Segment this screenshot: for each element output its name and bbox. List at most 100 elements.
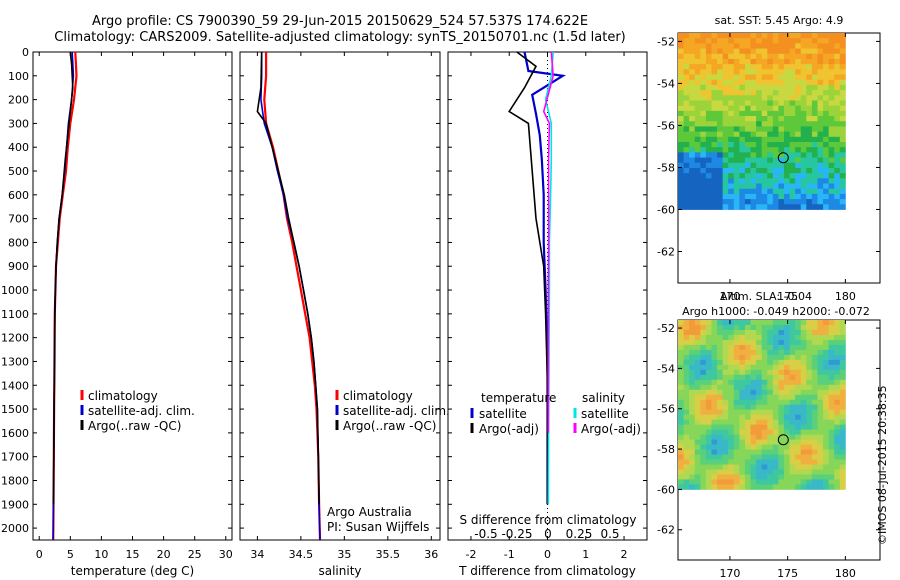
sst-cell [744,105,751,112]
sst-cell [683,53,690,60]
sst-cell [728,64,735,70]
sst-cell [795,116,802,122]
sst-cell [795,167,802,174]
sla-cell [756,379,763,386]
sla-cell [806,379,813,386]
sst-cell [728,43,735,49]
sla-cell [789,369,796,376]
sst-cell [806,53,813,60]
sst-cell [778,79,785,86]
x-tick-label: 25 [188,548,202,561]
sla-cell [739,474,746,480]
sst-cell [678,147,684,153]
sst-cell [828,183,835,190]
sla-cell [823,389,830,396]
sla-cell [761,359,768,366]
sst-cell [784,58,790,65]
sst-cell [700,100,707,107]
sla-cell [711,449,718,455]
sla-cell [717,349,724,356]
sst-cell [789,126,796,133]
sla-cell [717,364,724,371]
sla-cell [767,424,774,431]
sst-cell [700,188,707,195]
sla-cell [728,394,735,401]
sla-cell [711,394,718,401]
sst-cell [705,69,712,75]
sla-cell [756,320,763,326]
sst-cell [811,193,818,200]
sst-cell [678,183,684,190]
sla-cell [750,464,757,470]
sla-cell [717,379,724,386]
sst-cell [834,131,841,138]
sla-cell [761,449,768,455]
sla-cell [772,344,779,351]
sst-cell [678,58,684,65]
sst-cell [789,167,796,174]
sst-cell [767,152,774,158]
sla-cell [722,459,729,465]
sla-cell [789,474,796,480]
sla-cell [839,320,846,326]
sst-cell [834,74,841,81]
sla-cell [800,359,807,366]
sst-cell [689,141,696,148]
sst-cell [839,136,846,143]
sla-cell [778,434,785,440]
sst-cell [806,126,813,133]
sla-cell [772,424,779,431]
sst-cell [828,141,835,148]
sla-cell [789,354,796,361]
sla-cell [722,369,729,376]
sla-cell [778,444,785,450]
sst-cell [800,188,807,195]
sst-cell [717,116,724,122]
sla-cell [739,404,746,411]
sst-cell [678,53,684,60]
sla-cell [711,329,718,336]
sla-cell [784,374,790,381]
sst-cell [711,116,718,122]
sst-cell [817,74,824,81]
sla-cell [839,424,846,431]
sst-cell [700,58,707,65]
sla-cell [795,459,802,465]
sla-cell [711,389,718,396]
sst-cell [767,74,774,81]
sst-cell [817,178,824,184]
sst-cell [728,199,735,205]
sst-cell [678,204,684,210]
sla-cell [784,459,790,465]
sst-cell [733,64,740,70]
sla-cell [784,479,790,485]
sla-cell [705,359,712,366]
sla-cell [817,394,824,401]
sst-cell [733,110,740,117]
sst-cell [789,79,796,86]
sla-cell [728,474,735,480]
sla-cell [839,454,846,460]
sst-cell [717,152,724,158]
sla-cell [750,329,757,336]
sla-cell [744,464,751,470]
sst-cell [678,121,684,127]
sla-cell [728,464,735,470]
sla-cell [728,479,735,485]
sla-cell [750,384,757,391]
sst-cell [728,204,735,210]
sla-cell [739,349,746,356]
x-tick-label: 180 [835,290,856,303]
sla-cell [828,424,835,431]
sla-cell [772,349,779,356]
sst-cell [728,183,735,190]
sla-cell [689,439,696,445]
y-tick-label: 900 [8,260,29,273]
sst-cell [733,121,740,127]
sst-cell [728,84,735,91]
sst-cell [683,167,690,174]
sst-cell [705,162,712,169]
sst-cell [683,131,690,138]
sst-cell [744,90,751,96]
sla-cell [717,479,724,485]
